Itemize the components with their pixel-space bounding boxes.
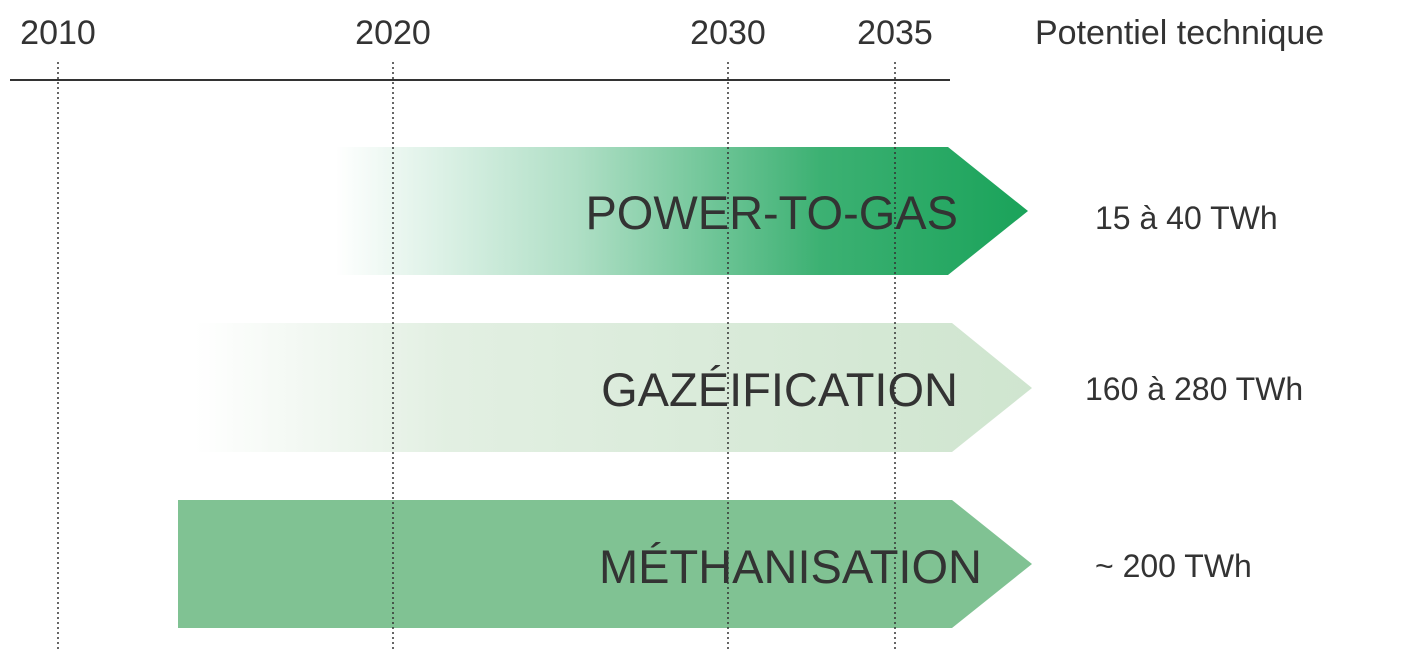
year-label: 2020 [355,14,431,52]
potential-value: 160 à 280 TWh [1085,371,1303,407]
row-label: POWER-TO-GAS [585,186,958,239]
potential-value: ~ 200 TWh [1095,548,1252,584]
row-label: GAZÉIFICATION [601,363,958,416]
arrow [195,323,1032,452]
year-label: 2010 [20,14,96,52]
arrow [335,147,1028,275]
potential-value: 15 à 40 TWh [1095,200,1278,236]
year-label: 2035 [857,14,933,52]
row-label: MÉTHANISATION [599,540,982,593]
column-header: Potentiel technique [1035,14,1324,52]
arrow [178,500,1032,628]
year-label: 2030 [690,14,766,52]
